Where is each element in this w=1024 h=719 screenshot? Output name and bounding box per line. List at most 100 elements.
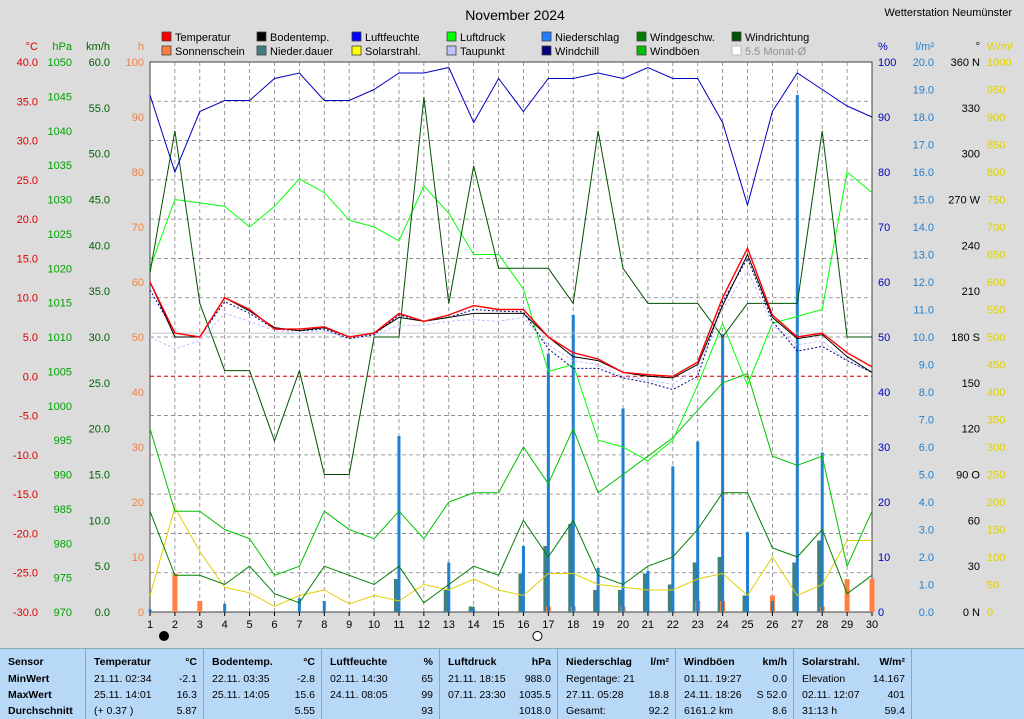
stats-time: 01.11. 19:27 <box>684 673 742 685</box>
bar-niederdauer <box>642 573 649 612</box>
station-name: Wetterstation Neumünster <box>884 7 1012 19</box>
stats-row: MaxWert <box>0 687 85 703</box>
axis-tick-label: -25.0 <box>13 568 38 580</box>
bar-niederdauer <box>792 562 799 612</box>
bar-niederdauer <box>717 557 724 612</box>
stats-value: 18.8 <box>648 689 669 701</box>
axis-tick-label: 12.0 <box>913 277 934 289</box>
stats-title: Solarstrahl. <box>802 656 860 668</box>
axis-tick-label: -10.0 <box>13 450 38 462</box>
x-tick-label: 8 <box>321 619 327 631</box>
bar-niederschlag <box>521 546 525 612</box>
axis-tick-label: 100 <box>878 57 896 69</box>
stats-title: Bodentemp. <box>212 656 273 668</box>
stats-time: 24.11. 18:26 <box>684 689 742 701</box>
x-tick-label: 21 <box>642 619 654 631</box>
axis-tick-label: 250 <box>987 470 1005 482</box>
stats-time: 02.11. 14:30 <box>330 673 388 685</box>
stats-value: S 52.0 <box>756 689 787 701</box>
bar-niederschlag <box>297 598 301 612</box>
legend-swatch <box>256 31 267 42</box>
bar-niederschlag <box>571 315 575 612</box>
stats-header-row: Temperatur °C <box>86 654 203 670</box>
axis-tick-label: 5.0 <box>23 332 38 344</box>
stats-value: 99 <box>421 689 433 701</box>
axis-tick-label: -15.0 <box>13 489 38 501</box>
legend-swatch <box>351 45 362 56</box>
stats-row: 93 <box>322 703 439 719</box>
axis-tick-label: 0 <box>987 607 993 619</box>
axis-tick-label: 50 <box>878 332 890 344</box>
stats-value: 0.0 <box>772 673 787 685</box>
bar-sonnenschein <box>844 579 850 612</box>
axis-tick-label: 5.0 <box>95 561 110 573</box>
stats-unit: % <box>423 656 433 668</box>
axis-tick-label: 1000 <box>48 401 72 413</box>
x-tick-label: 23 <box>692 619 704 631</box>
axis-tick-label: 5.0 <box>919 470 934 482</box>
axis-tick-label: 25.0 <box>89 378 110 390</box>
x-tick-label: 24 <box>716 619 728 631</box>
axis-tick-label: 100 <box>987 552 1005 564</box>
axis-tick-label: 45.0 <box>89 195 110 207</box>
axis-unit-label: W/m² <box>987 41 1014 53</box>
stats-time: 07.11. 23:30 <box>448 689 506 701</box>
axis-tick-label: 10 <box>132 552 144 564</box>
axis-tick-label: 17.0 <box>913 140 934 152</box>
stats-value: 59.4 <box>884 705 905 717</box>
stats-value: -2.8 <box>296 673 315 685</box>
axis-tick-label: 10.0 <box>89 515 110 527</box>
stats-time: 02.11. 12:07 <box>802 689 860 701</box>
stats-time: 27.11. 05:28 <box>566 689 624 701</box>
bar-sonnenschein <box>172 573 178 612</box>
x-tick-label: 30 <box>866 619 878 631</box>
axis-tick-label: 35.0 <box>89 286 110 298</box>
x-tick-label: 20 <box>617 619 629 631</box>
stats-time: Regentage: 21 <box>566 673 635 685</box>
stats-row: Durchschnitt <box>0 703 85 719</box>
axis-unit-label: h <box>138 41 144 53</box>
chart-legend: Temperatur Sonnenschein Bodentemp. Nieder.d… <box>161 31 809 58</box>
axis-tick-label: 0 <box>878 607 884 619</box>
bar-niederdauer <box>742 595 749 612</box>
legend-swatch <box>636 45 647 56</box>
axis-tick-label: 970 <box>54 607 72 619</box>
stats-time: 22.11. 03:35 <box>212 673 270 685</box>
axis-tick-label: 0.0 <box>23 371 38 383</box>
axis-tick-label: 50 <box>987 580 999 592</box>
legend-label: Windrichtung <box>745 32 809 44</box>
axis-tick-label: 13.0 <box>913 250 934 262</box>
legend-label: Luftfeuchte <box>365 32 419 44</box>
legend-label: Sonnenschein <box>175 46 245 58</box>
axis-tick-label: 995 <box>54 435 72 447</box>
axis-tick-label: 60 <box>132 277 144 289</box>
axis-tick-label: 600 <box>987 277 1005 289</box>
axis-tick-label: 975 <box>54 573 72 585</box>
axis-tick-label: 350 <box>987 415 1005 427</box>
legend-swatch <box>161 45 172 56</box>
x-tick-label: 29 <box>841 619 853 631</box>
stats-row: 22.11. 03:35 -2.8 <box>204 671 321 687</box>
stats-unit: hPa <box>531 656 551 668</box>
stats-header-row: Luftfeuchte% <box>322 654 439 670</box>
legend-swatch <box>256 45 267 56</box>
x-tick-label: 12 <box>418 619 430 631</box>
bar-niederdauer <box>443 590 450 612</box>
stats-row: 21.11. 18:15 988.0 <box>440 671 557 687</box>
axis-tick-label: 400 <box>987 387 1005 399</box>
bar-niederdauer <box>618 590 625 612</box>
stats-value: 1018.0 <box>518 705 551 717</box>
statistics-panel: Sensor MinWert MaxWert Durchschnitt Temperat… <box>0 648 1024 719</box>
axis-tick-label: 450 <box>987 360 1005 372</box>
legend-swatch <box>161 31 172 42</box>
axis-tick-label: 14.0 <box>913 222 934 234</box>
axis-tick-label: 270 W <box>948 195 980 207</box>
legend-swatch <box>446 45 457 56</box>
stats-row: 24.11. 08:05 99 <box>322 687 439 703</box>
series-line-taupunkt <box>149 269 873 385</box>
bar-niederdauer <box>568 524 575 612</box>
axis-tick-label: 16.0 <box>913 167 934 179</box>
bar-sonnenschein <box>197 601 203 612</box>
stats-row: Gesamt: 92.2 <box>558 703 675 719</box>
axis-tick-label: 180 S <box>951 332 980 344</box>
